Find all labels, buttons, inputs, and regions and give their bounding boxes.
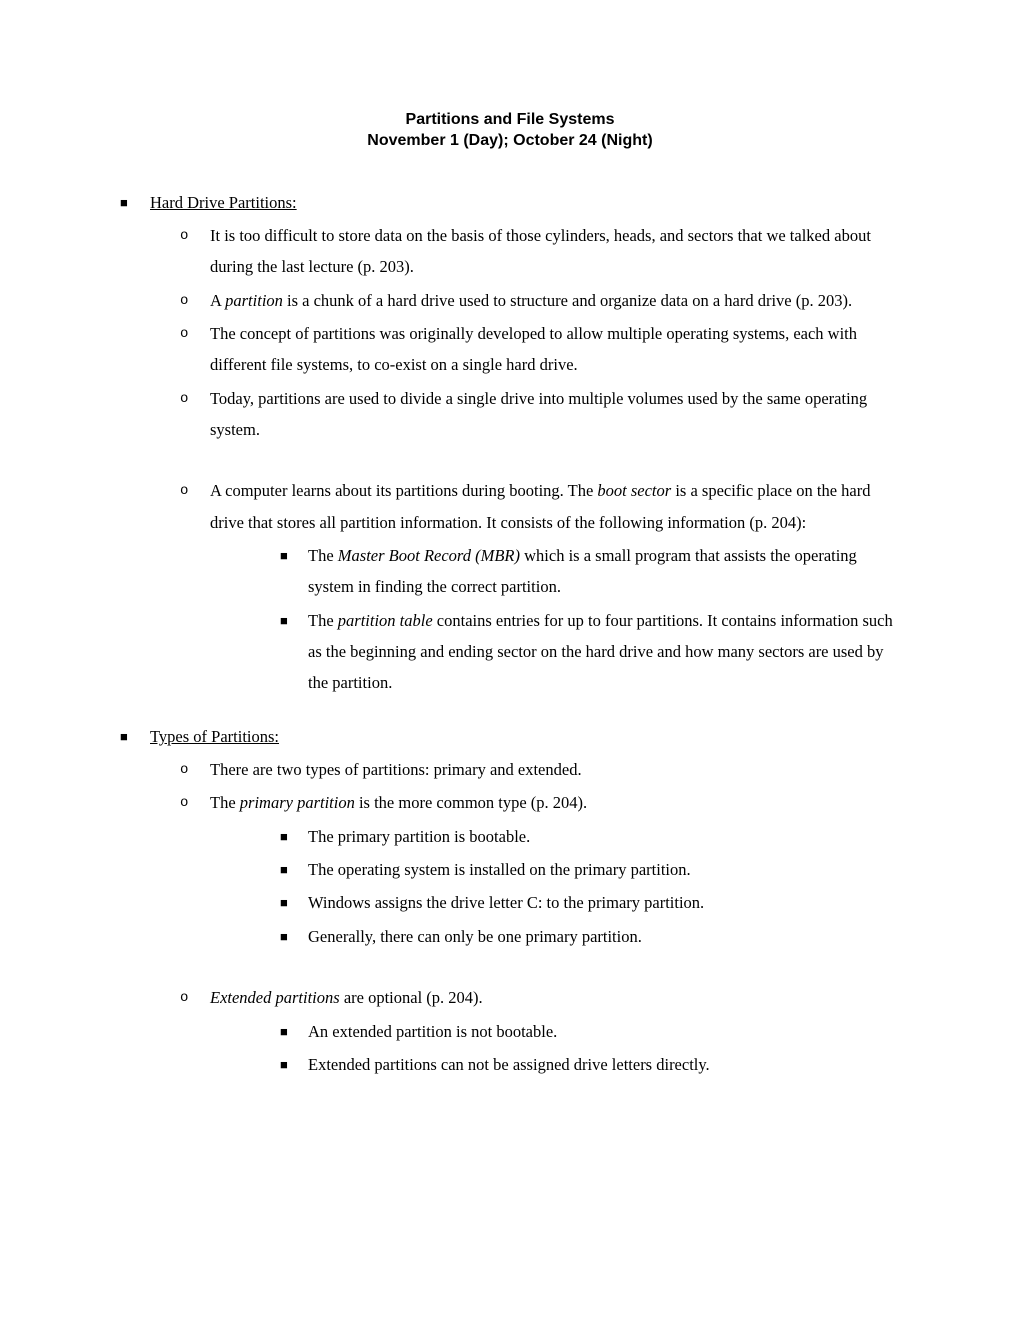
square-bullet-icon: ■ <box>280 1016 308 1045</box>
outline-item-text: The primary partition is the more common… <box>210 787 900 818</box>
circle-bullet-icon: o <box>180 982 210 1012</box>
outline-item: oA partition is a chunk of a hard drive … <box>180 285 900 316</box>
square-bullet-icon: ■ <box>280 1049 308 1078</box>
square-bullet-icon: ■ <box>120 721 150 750</box>
circle-bullet-icon: o <box>180 383 210 413</box>
square-bullet-icon: ■ <box>280 921 308 950</box>
outline-subitem: ■The Master Boot Record (MBR) which is a… <box>280 540 900 603</box>
outline-subitem: ■The partition table contains entries fo… <box>280 605 900 699</box>
outline-subitem-text: The primary partition is bootable. <box>308 821 900 852</box>
outline-subitem-text: Windows assigns the drive letter C: to t… <box>308 887 900 918</box>
outline-item: oThe primary partition is the more commo… <box>180 787 900 818</box>
outline-subitem-text: Extended partitions can not be assigned … <box>308 1049 900 1080</box>
spacer <box>120 445 900 473</box>
outline-subitem-text: Generally, there can only be one primary… <box>308 921 900 952</box>
outline-subitem: ■Windows assigns the drive letter C: to … <box>280 887 900 918</box>
outline-item: oThere are two types of partitions: prim… <box>180 754 900 785</box>
outline-subitem-text: An extended partition is not bootable. <box>308 1016 900 1047</box>
outline-item-text: A computer learns about its partitions d… <box>210 475 900 538</box>
circle-bullet-icon: o <box>180 754 210 784</box>
square-bullet-icon: ■ <box>280 854 308 883</box>
outline-item-text: It is too difficult to store data on the… <box>210 220 900 283</box>
outline-item: oExtended partitions are optional (p. 20… <box>180 982 900 1013</box>
circle-bullet-icon: o <box>180 318 210 348</box>
section-heading-row: ■Types of Partitions: <box>120 721 900 752</box>
outline-item-text: A partition is a chunk of a hard drive u… <box>210 285 900 316</box>
outline-item-text: Today, partitions are used to divide a s… <box>210 383 900 446</box>
outline-item-text: The concept of partitions was originally… <box>210 318 900 381</box>
outline-subitem: ■Extended partitions can not be assigned… <box>280 1049 900 1080</box>
outline-subitem: ■An extended partition is not bootable. <box>280 1016 900 1047</box>
outline-subitem-text: The Master Boot Record (MBR) which is a … <box>308 540 900 603</box>
square-bullet-icon: ■ <box>120 187 150 216</box>
outline-item-text: Extended partitions are optional (p. 204… <box>210 982 900 1013</box>
title-line-1: Partitions and File Systems <box>120 110 900 131</box>
page-title: Partitions and File Systems November 1 (… <box>120 110 900 152</box>
outline-item: oA computer learns about its partitions … <box>180 475 900 538</box>
section-heading-row: ■Hard Drive Partitions: <box>120 187 900 218</box>
title-line-2: November 1 (Day); October 24 (Night) <box>120 131 900 152</box>
outline-subitem: ■The primary partition is bootable. <box>280 821 900 852</box>
outline-subitem-text: The operating system is installed on the… <box>308 854 900 885</box>
outline-subitem-text: The partition table contains entries for… <box>308 605 900 699</box>
circle-bullet-icon: o <box>180 475 210 505</box>
circle-bullet-icon: o <box>180 787 210 817</box>
section-heading: Hard Drive Partitions: <box>150 187 297 218</box>
circle-bullet-icon: o <box>180 220 210 250</box>
section-heading: Types of Partitions: <box>150 721 279 752</box>
spacer <box>120 952 900 980</box>
square-bullet-icon: ■ <box>280 605 308 634</box>
outline-item: oToday, partitions are used to divide a … <box>180 383 900 446</box>
outline-item: oThe concept of partitions was originall… <box>180 318 900 381</box>
outline-subitem: ■The operating system is installed on th… <box>280 854 900 885</box>
document-body: ■Hard Drive Partitions:oIt is too diffic… <box>120 187 900 1081</box>
square-bullet-icon: ■ <box>280 540 308 569</box>
outline-subitem: ■Generally, there can only be one primar… <box>280 921 900 952</box>
square-bullet-icon: ■ <box>280 887 308 916</box>
outline-item-text: There are two types of partitions: prima… <box>210 754 900 785</box>
spacer <box>120 699 900 717</box>
outline-item: oIt is too difficult to store data on th… <box>180 220 900 283</box>
document-page: Partitions and File Systems November 1 (… <box>0 0 1020 1160</box>
circle-bullet-icon: o <box>180 285 210 315</box>
square-bullet-icon: ■ <box>280 821 308 850</box>
